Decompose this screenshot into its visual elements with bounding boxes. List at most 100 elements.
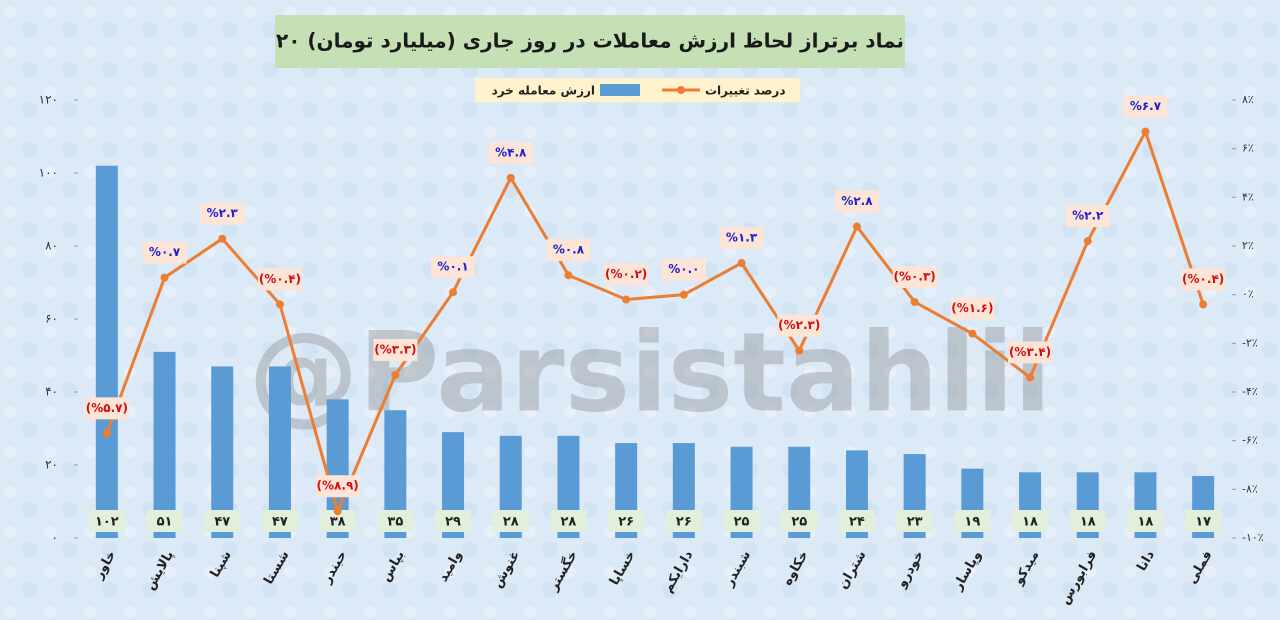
line-label-box — [257, 268, 302, 291]
bar-label-box — [261, 510, 298, 532]
bar-label: ۴۷ — [214, 515, 230, 530]
line-point — [506, 173, 515, 182]
bar-label-box — [1127, 510, 1164, 532]
bar-label: ۵۱ — [157, 515, 173, 530]
bar-label-box — [896, 510, 933, 532]
y-tick-label: ۴۰ — [45, 385, 58, 399]
line-label-box — [431, 256, 476, 279]
bar-label-box — [954, 510, 991, 532]
bar — [326, 399, 349, 538]
line-label-box — [546, 239, 591, 262]
bar-label: ۱۰۲ — [95, 515, 119, 530]
y2-tick-label: -۶٪ — [1242, 434, 1258, 447]
line-label: (%۳.۳) — [374, 342, 416, 356]
line-label-box — [373, 338, 418, 361]
line-label-box — [661, 258, 706, 281]
line-label: %۰.۰ — [668, 262, 699, 276]
bar-label: ۲۶ — [618, 515, 634, 530]
line-label: (%۲.۳) — [778, 318, 820, 332]
bar-label-box — [146, 510, 183, 532]
y2-tick-label: -۲٪ — [1242, 336, 1258, 349]
title-box — [275, 15, 905, 68]
line-label-box — [488, 141, 533, 164]
legend-marker — [677, 86, 685, 94]
line-label: (%۱.۶) — [951, 301, 993, 315]
line-label: (%۸.۹) — [317, 479, 359, 493]
y-tick-label: ۱۰۰ — [39, 166, 58, 180]
line-label: %۲.۸ — [841, 194, 873, 208]
y-tick-label: ۰ — [52, 531, 58, 545]
bar-label: ۱۷ — [1195, 515, 1211, 530]
line-label-box — [1008, 341, 1053, 364]
line-label: %۲.۲ — [1072, 209, 1104, 223]
legend-swatch — [600, 84, 640, 96]
line-label: %۶.۷ — [1130, 99, 1162, 113]
bar-label-box — [204, 510, 241, 532]
line-label-box — [834, 190, 879, 213]
line-label: (%۳.۴) — [1009, 345, 1051, 359]
line-label: %۱.۳ — [726, 231, 758, 245]
line-label-box — [892, 265, 937, 288]
bar — [153, 351, 176, 538]
bar-label: ۲۵ — [791, 515, 807, 530]
line-point — [679, 290, 688, 299]
line-point — [622, 295, 631, 304]
bar-label-box — [781, 510, 818, 532]
bar-label-box — [492, 510, 529, 532]
line-point — [275, 300, 284, 309]
bar-label: ۲۳ — [907, 515, 923, 530]
bar-label: ۱۸ — [1138, 515, 1154, 530]
line-point — [1083, 237, 1092, 246]
y2-tick-label: ۲٪ — [1242, 239, 1254, 252]
bar-label-box — [838, 510, 875, 532]
line-label-box — [950, 297, 995, 320]
bar-label-box — [723, 510, 760, 532]
line-point — [160, 273, 169, 282]
bar-label: ۲۹ — [445, 515, 461, 530]
y2-tick-label: -۸٪ — [1242, 482, 1258, 495]
bar-label-box — [377, 510, 414, 532]
line-point — [102, 429, 111, 438]
line-point — [449, 288, 458, 297]
line-label: (%۰.۲) — [605, 267, 647, 281]
line-label-box — [142, 241, 187, 264]
bar-label: ۲۸ — [561, 515, 577, 530]
y2-tick-label: -۱۰٪ — [1242, 531, 1264, 544]
y-tick-label: ۶۰ — [45, 312, 58, 326]
y2-tick-label: ۶٪ — [1242, 142, 1254, 155]
y-tick-label: ۲۰ — [45, 458, 58, 472]
bar-label: ۴۷ — [272, 515, 288, 530]
bar-label-box — [608, 510, 645, 532]
line-label: (%۰.۳) — [894, 269, 936, 283]
line-point — [333, 507, 342, 516]
line-label-box — [777, 314, 822, 337]
line — [105, 127, 1205, 516]
line-label-box — [1181, 268, 1226, 291]
line-point — [564, 271, 573, 280]
line-point — [852, 222, 861, 231]
bar-label: ۱۸ — [1022, 515, 1038, 530]
bar-label: ۲۶ — [676, 515, 692, 530]
bar-label: ۳۸ — [330, 515, 346, 530]
legend-label: درصد تغییرات — [705, 84, 785, 98]
line-point — [391, 370, 400, 379]
line-label: (%۰.۴) — [259, 272, 301, 286]
line-label: %۰.۸ — [553, 243, 585, 257]
line-label: %۰.۷ — [149, 245, 181, 259]
line-label-box — [1123, 95, 1168, 118]
bar-label-box — [319, 510, 356, 532]
line-label: (%۰.۴) — [1182, 272, 1224, 286]
bar-label-box — [550, 510, 587, 532]
y2-tick-label: -۴٪ — [1242, 385, 1258, 398]
line-label-box — [84, 397, 129, 420]
bar-label-box — [665, 510, 702, 532]
y2-tick-label: ۰٪ — [1242, 288, 1254, 301]
y2-tick-label: ۸٪ — [1242, 93, 1254, 106]
bar-label: ۲۴ — [849, 515, 865, 530]
bar-label-box — [435, 510, 472, 532]
line-point — [910, 297, 919, 306]
line-label-box — [315, 475, 360, 498]
line-point — [737, 259, 746, 268]
bar-label: ۱۸ — [1080, 515, 1096, 530]
line-label: (%۵.۷) — [86, 401, 128, 415]
